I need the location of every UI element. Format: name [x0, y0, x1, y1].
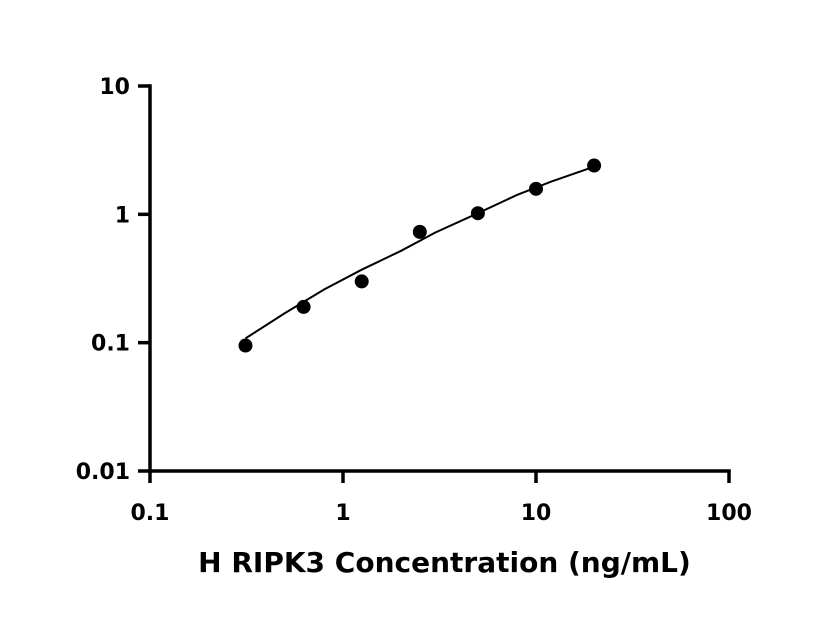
data-point-6 [587, 158, 602, 173]
y-tick-label-1: 0.1 [91, 332, 130, 357]
data-point-3 [412, 224, 427, 239]
y-tick-label-3: 10 [99, 75, 130, 100]
y-tick-label-0: 0.01 [76, 460, 130, 485]
y-tick-label-2: 1 [115, 203, 130, 228]
data-point-0 [238, 338, 253, 353]
x-tick-label-0: 0.1 [131, 501, 170, 526]
data-point-5 [529, 181, 543, 196]
x-tick-label-2: 10 [521, 501, 552, 526]
data-point-2 [354, 274, 369, 289]
x-ticks: 0.1 1 10 100 [131, 471, 752, 526]
y-ticks: 0.01 0.1 1 10 [76, 75, 150, 485]
data-point-1 [296, 299, 311, 314]
data-points [238, 158, 602, 353]
x-tick-label-1: 1 [335, 501, 350, 526]
x-tick-label-3: 100 [706, 501, 752, 526]
x-axis-label: H RIPK3 Concentration (ng/mL) [198, 546, 691, 579]
data-point-4 [470, 206, 485, 221]
